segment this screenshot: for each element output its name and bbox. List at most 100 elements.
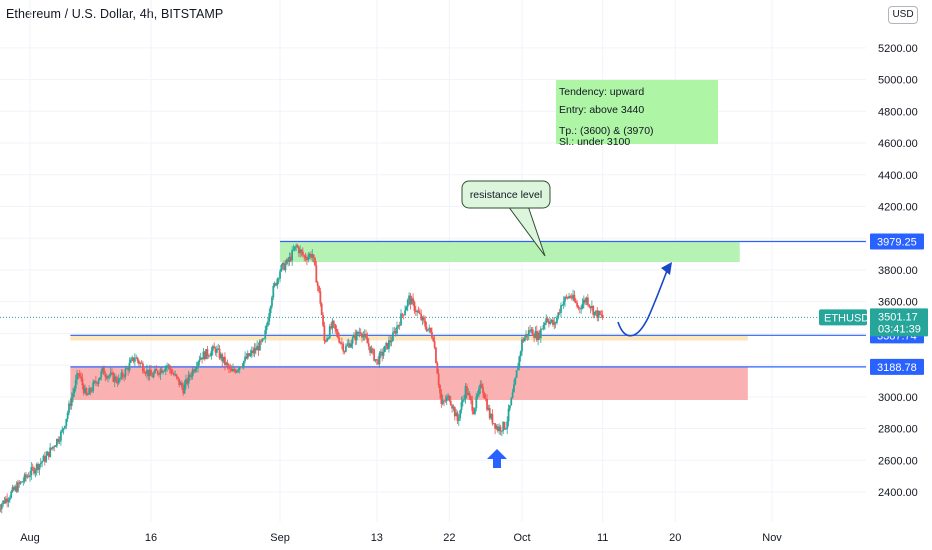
- candle-body: [31, 467, 34, 468]
- candle-body: [88, 388, 91, 395]
- candle-body: [3, 500, 6, 504]
- candle-body: [460, 402, 463, 411]
- last-price-value: 3501.17: [878, 311, 918, 323]
- candle-body: [491, 414, 494, 424]
- candle-body: [354, 334, 357, 341]
- candle-body: [73, 388, 76, 393]
- candle-body: [170, 369, 173, 374]
- candle-body: [117, 378, 120, 384]
- candle-body: [217, 348, 220, 350]
- candle-body: [533, 335, 535, 338]
- candle-body: [432, 337, 435, 342]
- candle-body: [591, 305, 593, 309]
- candle-body: [539, 328, 542, 339]
- candle-body: [6, 498, 9, 502]
- candle-body: [593, 311, 596, 315]
- candle-body: [577, 306, 580, 308]
- candle-body: [127, 368, 130, 371]
- candle-body: [459, 410, 462, 419]
- candle-body: [137, 360, 140, 364]
- candle-body: [11, 487, 14, 492]
- chart-title: Ethereum / U.S. Dollar, 4h, BITSTAMP: [6, 7, 224, 21]
- price-tags: 3979.253387.743188.783501.1703:41:39ETHU…: [819, 233, 928, 375]
- candle-body: [206, 349, 209, 356]
- candle-body: [90, 390, 93, 392]
- candle-body: [158, 374, 160, 375]
- candle-body: [428, 327, 431, 330]
- x-tick-label: 20: [669, 532, 681, 544]
- mid-zone: [70, 335, 748, 341]
- candle-body: [519, 351, 522, 357]
- candle-body: [74, 380, 77, 389]
- candle-body: [54, 445, 57, 447]
- x-tick-label: Sep: [270, 532, 290, 544]
- candle-body: [125, 368, 128, 369]
- candle-body: [351, 337, 354, 344]
- candle-body: [375, 359, 378, 361]
- candle-body: [218, 348, 221, 359]
- candle-body: [159, 369, 162, 375]
- candle-body: [444, 400, 447, 402]
- candle-body: [234, 370, 237, 373]
- candle-body: [576, 302, 579, 307]
- callout-box: [461, 180, 551, 209]
- candle-body: [410, 298, 413, 305]
- candle-body: [61, 429, 64, 432]
- candle-body: [92, 382, 95, 391]
- currency-button[interactable]: USD: [888, 6, 918, 24]
- annotations: Tendency: upward Entry: above 3440 Tp.: (3…: [461, 80, 718, 468]
- note-box: [556, 80, 718, 144]
- candle-body: [465, 386, 468, 395]
- candle-body: [488, 408, 491, 419]
- candle-body: [246, 353, 249, 359]
- level-lines: [0, 240, 866, 368]
- candle-body: [15, 486, 18, 492]
- candle-body: [23, 474, 26, 482]
- candle-body: [289, 256, 292, 261]
- candle-body: [197, 362, 199, 368]
- candle-body: [457, 418, 460, 421]
- candle-body: [241, 366, 244, 368]
- candle-body: [431, 332, 433, 338]
- candle-body: [228, 365, 230, 369]
- candle-body: [271, 297, 273, 307]
- note-line: Entry: above 3440: [559, 104, 644, 116]
- x-tick-label: 22: [443, 532, 455, 544]
- candle-body: [388, 340, 390, 349]
- candle-body: [496, 426, 499, 431]
- candle-body: [312, 254, 315, 258]
- candle-body: [526, 334, 529, 337]
- candle-body: [452, 407, 455, 409]
- candle-body: [300, 249, 303, 252]
- candle-body: [566, 297, 569, 299]
- candle-body: [447, 395, 449, 398]
- last-price-tag: [870, 308, 928, 337]
- candle-body: [515, 370, 518, 378]
- candle-body: [154, 369, 156, 374]
- candle-body: [187, 374, 190, 384]
- candle-body: [293, 246, 296, 250]
- candle-body: [128, 362, 131, 371]
- candle-body: [268, 313, 271, 322]
- candle-body: [124, 368, 127, 377]
- candle-body: [523, 337, 526, 342]
- candle-body: [453, 407, 456, 417]
- candle-body: [195, 367, 198, 370]
- candle-body: [281, 262, 284, 266]
- candle-body: [172, 373, 175, 376]
- candle-body: [487, 408, 490, 410]
- candle-body: [230, 368, 233, 372]
- candle-body: [378, 353, 381, 365]
- candle-body: [283, 262, 285, 271]
- candle-body: [150, 369, 152, 376]
- candle-body: [456, 412, 459, 421]
- candle-body: [193, 369, 195, 372]
- candle-body: [107, 376, 109, 379]
- candle-body: [123, 376, 125, 378]
- candle-body: [156, 370, 159, 375]
- candle-body: [250, 350, 253, 354]
- candle-body: [221, 354, 224, 362]
- candle-body: [379, 351, 382, 354]
- candle-body: [327, 337, 330, 339]
